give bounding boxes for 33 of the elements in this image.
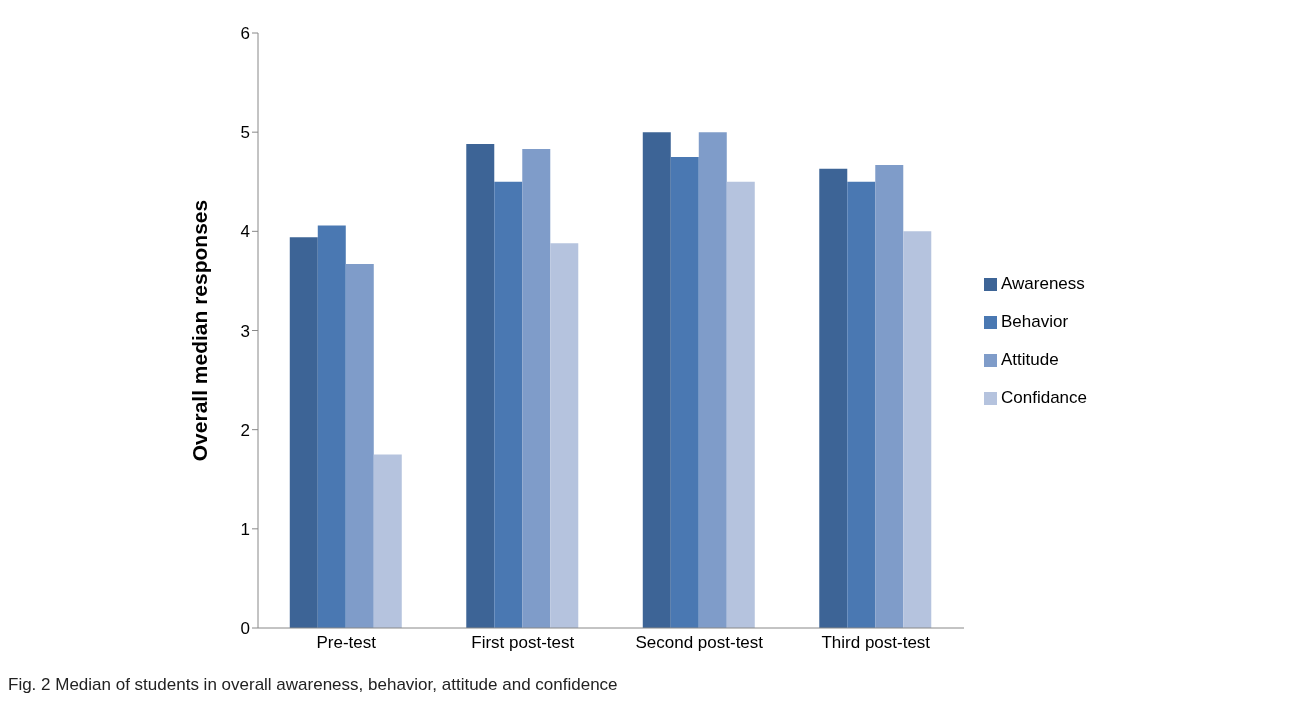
x-tick-label: First post-test — [471, 633, 575, 653]
bar — [522, 149, 551, 628]
bar — [726, 181, 755, 628]
bar — [373, 454, 402, 628]
bar — [345, 264, 374, 628]
bar — [847, 181, 876, 628]
bar — [819, 168, 848, 628]
y-tick-label: 0 — [240, 619, 250, 639]
y-tick-label: 3 — [240, 321, 250, 341]
y-tick-label: 1 — [240, 519, 250, 539]
bar — [289, 237, 318, 628]
y-tick-label: 4 — [240, 222, 250, 242]
legend-label: Attitude — [1001, 349, 1059, 369]
legend-label: Awareness — [1001, 273, 1085, 293]
y-tick-label: 5 — [240, 123, 250, 143]
bar — [550, 243, 579, 628]
bar — [670, 156, 699, 628]
bar — [875, 164, 904, 628]
x-tick-label: Pre-test — [316, 633, 377, 653]
bar — [317, 225, 346, 628]
y-tick-label: 2 — [240, 420, 250, 440]
y-tick-label: 6 — [240, 24, 250, 44]
bar — [466, 144, 495, 628]
bar — [903, 231, 932, 628]
caption: Fig. 2 Median of students in overall awareness, behavior, attitude and confidence — [8, 675, 619, 695]
bar — [494, 181, 523, 628]
x-tick-label: Third post-test — [821, 633, 931, 653]
bar — [698, 132, 727, 628]
legend-label: Behavior — [1001, 311, 1069, 331]
bar — [642, 132, 671, 628]
x-tick-label: Second post-test — [635, 633, 764, 653]
legend-label: Confidance — [1001, 387, 1088, 407]
y-axis-title: Overall median responses — [188, 199, 212, 462]
